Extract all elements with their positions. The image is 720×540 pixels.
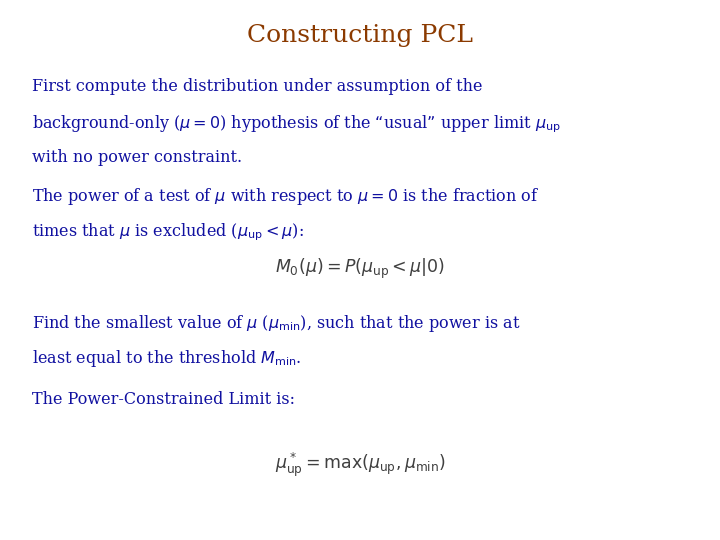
Text: background-only ($\mu = 0$) hypothesis of the “usual” upper limit $\mu_{\mathrm{: background-only ($\mu = 0$) hypothesis o…: [32, 113, 561, 135]
Text: Constructing PCL: Constructing PCL: [247, 24, 473, 48]
Text: $\mu^*_{\mathrm{up}} = \mathrm{max}(\mu_{\mathrm{up}}, \mu_{\mathrm{min}})$: $\mu^*_{\mathrm{up}} = \mathrm{max}(\mu_…: [274, 451, 446, 479]
Text: least equal to the threshold $M_{\mathrm{min}}$.: least equal to the threshold $M_{\mathrm…: [32, 348, 302, 369]
Text: Find the smallest value of $\mu$ ($\mu_{\mathrm{min}}$), such that the power is : Find the smallest value of $\mu$ ($\mu_{…: [32, 313, 521, 334]
Text: $M_0(\mu) = P(\mu_{\mathrm{up}} < \mu|0)$: $M_0(\mu) = P(\mu_{\mathrm{up}} < \mu|0)…: [275, 256, 445, 281]
Text: The power of a test of $\mu$ with respect to $\mu = 0$ is the fraction of: The power of a test of $\mu$ with respec…: [32, 186, 540, 207]
Text: times that $\mu$ is excluded ($\mu_{\mathrm{up}} < \mu$):: times that $\mu$ is excluded ($\mu_{\mat…: [32, 221, 304, 243]
Text: with no power constraint.: with no power constraint.: [32, 148, 243, 165]
Text: First compute the distribution under assumption of the: First compute the distribution under ass…: [32, 78, 483, 95]
Text: The Power-Constrained Limit is:: The Power-Constrained Limit is:: [32, 392, 295, 408]
